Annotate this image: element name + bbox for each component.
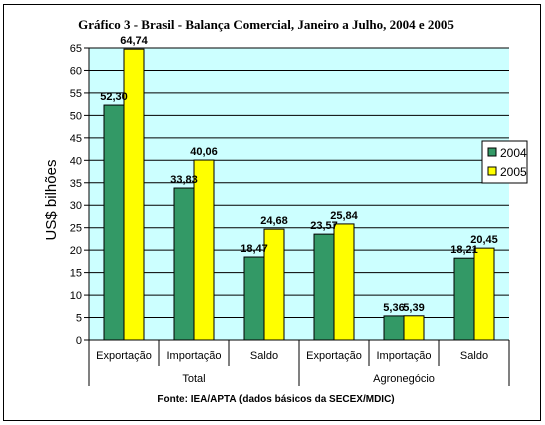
chart-frame: Gráfico 3 - Brasil - Balança Comercial, … [3, 4, 541, 421]
bar-2004 [173, 187, 195, 341]
bar-2004 [243, 256, 265, 341]
y-tick-label: 15 [70, 268, 82, 280]
plot-background [89, 48, 509, 340]
legend: 2004 2005 [481, 140, 528, 184]
category-label: Importação [166, 350, 221, 362]
legend-label-2005: 2005 [500, 165, 527, 179]
data-label-2004: 23,57 [310, 220, 338, 232]
legend-swatch-2004 [487, 147, 497, 157]
bar-2005 [193, 159, 215, 341]
bar-2005 [123, 48, 145, 341]
y-tick-label: 40 [70, 155, 82, 167]
chart-svg: Gráfico 3 - Brasil - Balança Comercial, … [43, 17, 528, 405]
legend-swatch-2005 [487, 166, 497, 176]
data-label-2005: 25,84 [330, 210, 358, 222]
bar-2004 [313, 233, 335, 341]
group-label: Agronegócio [373, 373, 435, 385]
y-tick-label: 10 [70, 290, 82, 302]
y-tick-label: 50 [70, 110, 82, 122]
source-note: Fonte: IEA/APTA (dados básicos da SECEX/… [157, 394, 394, 405]
data-label-2005: 40,06 [190, 146, 218, 158]
data-label-2004: 18,21 [450, 244, 478, 256]
y-tick-label: 35 [70, 178, 82, 190]
data-label-2004: 52,30 [100, 91, 128, 103]
data-label-2005: 24,68 [260, 215, 288, 227]
y-tick-label: 5 [76, 313, 82, 325]
y-tick-label: 45 [70, 133, 82, 145]
category-label: Saldo [460, 350, 488, 362]
y-tick-label: 20 [70, 245, 82, 257]
y-tick-label: 0 [76, 335, 82, 347]
data-label-2004: 18,47 [240, 243, 268, 255]
legend-box [481, 140, 528, 184]
category-label: Exportação [96, 350, 152, 362]
bar-2004 [453, 257, 475, 341]
bar-2005 [333, 223, 355, 341]
bar-2005 [473, 247, 495, 341]
category-label: Exportação [306, 350, 362, 362]
data-label-2005: 64,74 [120, 35, 148, 47]
y-axis-label: US$ bilhões [43, 160, 60, 241]
y-tick-label: 55 [70, 88, 82, 100]
bar-2004 [383, 315, 405, 341]
plot-area: 0 5 10 15 20 25 30 35 40 45 50 55 60 65 52,30 64,74 Expo… [70, 35, 510, 386]
data-label-2005: 5,39 [403, 302, 424, 314]
group-label: Total [182, 373, 205, 385]
data-label-2005: 20,45 [470, 234, 498, 246]
bar-2004 [103, 104, 125, 341]
bar-2005 [263, 228, 285, 341]
category-label: Saldo [250, 350, 278, 362]
bar-2005 [403, 315, 425, 341]
category-label: Importação [376, 350, 431, 362]
data-label-2004: 5,36 [383, 302, 404, 314]
y-tick-label: 25 [70, 223, 82, 235]
data-label-2004: 33,83 [170, 174, 198, 186]
y-tick-label: 60 [70, 65, 82, 77]
chart-title: Gráfico 3 - Brasil - Balança Comercial, … [78, 17, 454, 32]
y-tick-label: 30 [70, 200, 82, 212]
legend-label-2004: 2004 [500, 146, 527, 160]
y-tick-label: 65 [70, 43, 82, 55]
